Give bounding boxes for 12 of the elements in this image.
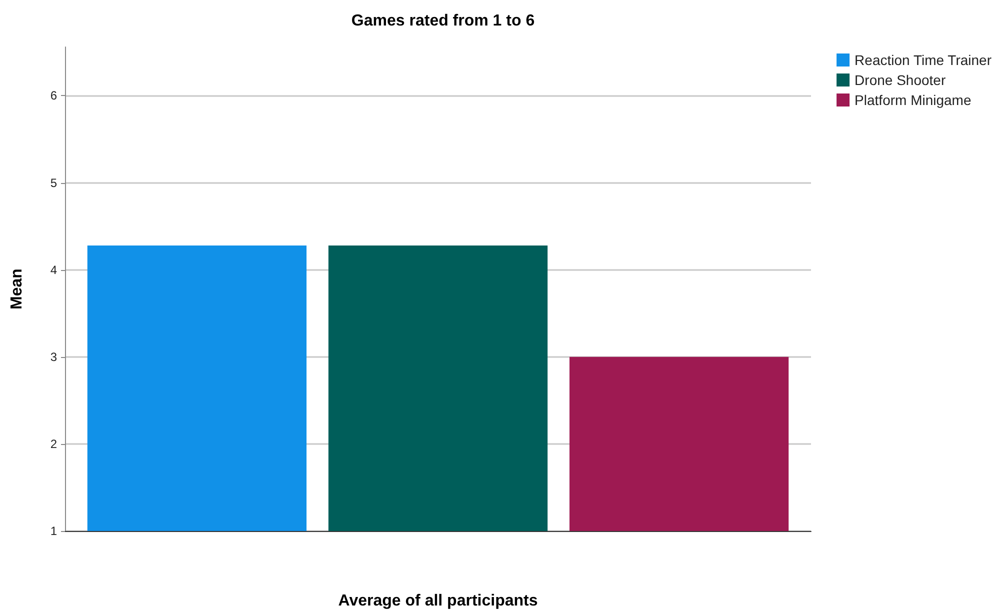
y-tick-label: 5 xyxy=(50,176,58,190)
y-tick-label: 2 xyxy=(50,436,58,451)
legend-label: Reaction Time Trainer xyxy=(854,52,992,68)
x-axis-title: Average of all participants xyxy=(338,592,538,610)
y-tick-label: 4 xyxy=(50,262,58,277)
legend-label: Platform Minigame xyxy=(854,92,972,108)
chart-title: Games rated from 1 to 6 xyxy=(351,12,535,30)
legend-label: Drone Shooter xyxy=(854,72,946,88)
y-tick-label: 6 xyxy=(50,88,58,103)
y-tick-label: 3 xyxy=(50,350,58,364)
y-tick-label: 1 xyxy=(50,524,58,538)
y-axis-title: Mean xyxy=(8,268,26,310)
